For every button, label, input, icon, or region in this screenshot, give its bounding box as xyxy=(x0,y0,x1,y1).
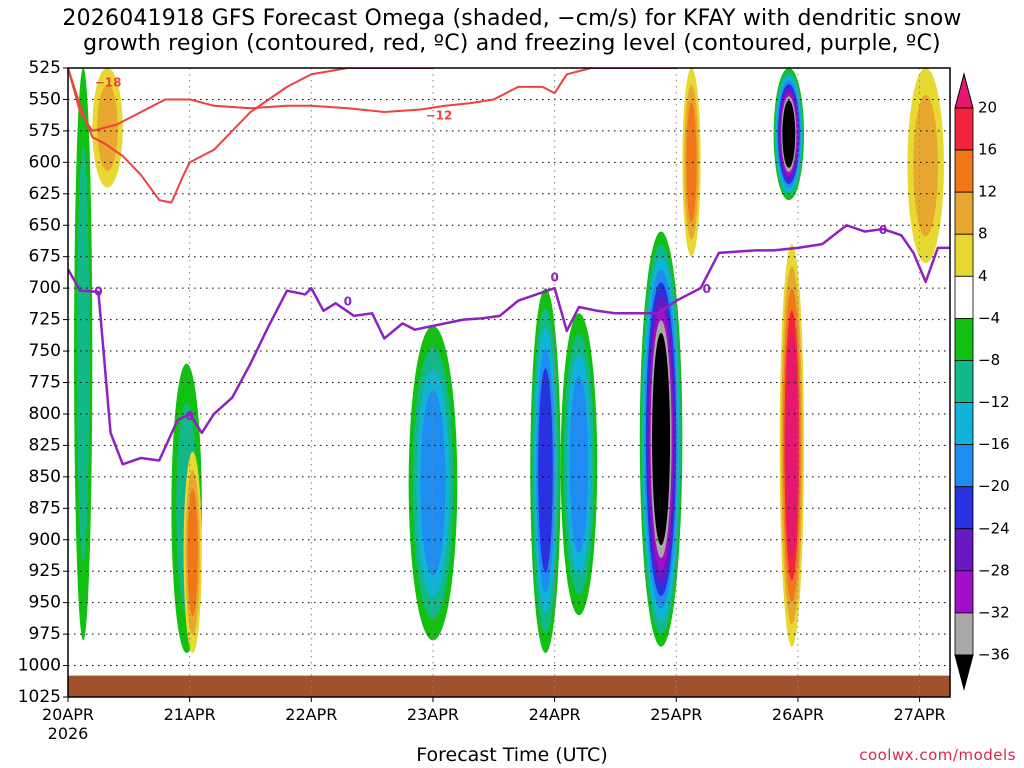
colorbar-label-minus24: −24 xyxy=(978,519,1010,537)
colorbar-label-20: 20 xyxy=(978,99,997,117)
y-tick-label-1025: 1025 xyxy=(18,687,61,707)
y-tick-label-900: 900 xyxy=(29,530,61,550)
omega-shade-0-1 xyxy=(77,146,90,562)
y-tick-label-800: 800 xyxy=(29,404,61,424)
contour-label-1: −12 xyxy=(426,108,453,122)
y-tick-label-925: 925 xyxy=(29,561,61,581)
colorbar-box-11 xyxy=(954,528,974,572)
y-tick-label-650: 650 xyxy=(29,215,61,235)
x-tick-label-27APR: 27APR xyxy=(894,705,946,724)
y-tick-label-525: 525 xyxy=(29,58,61,78)
omega-shade-3-2 xyxy=(187,488,198,617)
y-tick-label-875: 875 xyxy=(29,498,61,518)
colorbar-label-12: 12 xyxy=(978,183,997,201)
contour-label-5: 0 xyxy=(550,271,558,285)
colorbar-box-8 xyxy=(954,402,974,446)
y-tick-label-775: 775 xyxy=(29,373,61,393)
omega-shade-9-8 xyxy=(782,100,796,168)
dgz-minus18-contour xyxy=(68,68,433,204)
x-tick-label-22APR: 22APR xyxy=(285,705,337,724)
colorbar-box-12 xyxy=(954,570,974,614)
grid-lines xyxy=(67,67,950,698)
contour-labels: −18 −12 0 0 0 0 0 0 xyxy=(94,76,887,423)
title-line-1: 2026041918 GFS Forecast Omega (shaded, −… xyxy=(62,6,962,31)
y-tick-label-550: 550 xyxy=(29,89,61,109)
contour-label-3: 0 xyxy=(185,409,193,423)
colorbar-arrow-top xyxy=(954,72,974,109)
contour-label-0: −18 xyxy=(95,76,122,90)
colorbar-box-10 xyxy=(954,486,974,530)
y-tick-label-975: 975 xyxy=(29,624,61,644)
x-tick-label-24APR: 24APR xyxy=(529,705,581,724)
contour-layer xyxy=(68,68,950,466)
x-year-label: 2026 xyxy=(48,724,89,743)
colorbar-label-minus36: −36 xyxy=(978,646,1010,664)
colorbar-box-6 xyxy=(954,317,974,361)
colorbar-label-8: 8 xyxy=(978,225,988,243)
contour-label-7: 0 xyxy=(879,223,887,237)
y-tick-label-750: 750 xyxy=(29,341,61,361)
y-tick-label-725: 725 xyxy=(29,310,61,330)
y-tick-label-600: 600 xyxy=(29,152,61,172)
colorbar: 20 16 12 8 4 −4 −8 −12 −16 −20 −24 −28 −32 −36 xyxy=(954,72,1010,691)
colorbar-label-minus32: −32 xyxy=(978,603,1010,621)
colorbar-box-3 xyxy=(954,191,974,235)
x-tick-label-25APR: 25APR xyxy=(650,705,702,724)
y-tick-label-575: 575 xyxy=(29,121,61,141)
colorbar-label-minus16: −16 xyxy=(978,435,1010,453)
omega-shade-6-3 xyxy=(569,375,589,553)
contour-label-4: 0 xyxy=(344,294,352,308)
colorbar-box-7 xyxy=(954,360,974,403)
omega-shade-5-4 xyxy=(538,368,553,573)
omega-shade-11-1 xyxy=(913,94,938,237)
colorbar-label-minus12: −12 xyxy=(978,393,1010,411)
colorbar-label-minus28: −28 xyxy=(978,561,1010,579)
y-tick-label-625: 625 xyxy=(29,184,61,204)
credit-text: coolwx.com/models xyxy=(859,746,1016,764)
y-tick-label-825: 825 xyxy=(29,435,61,455)
y-tick-label-950: 950 xyxy=(29,593,61,613)
colorbar-box-5 xyxy=(954,275,974,319)
below-ground-fill xyxy=(68,675,950,697)
x-tick-label-20APR: 20APR xyxy=(42,705,94,724)
colorbar-label-minus8: −8 xyxy=(978,351,1000,369)
colorbar-label-minus4: −4 xyxy=(978,309,1000,327)
x-axis-title: Forecast Time (UTC) xyxy=(416,744,608,766)
x-tick-label-21APR: 21APR xyxy=(164,705,216,724)
y-tick-label-700: 700 xyxy=(29,278,61,298)
x-tick-label-26APR: 26APR xyxy=(772,705,824,724)
omega-shade-8-2 xyxy=(686,102,697,223)
colorbar-arrow-bottom xyxy=(954,654,974,691)
y-tick-label-1000: 1000 xyxy=(18,656,61,676)
colorbar-label-4: 4 xyxy=(978,267,988,285)
freezing-level-contour xyxy=(68,224,950,466)
chart-title: 2026041918 GFS Forecast Omega (shaded, −… xyxy=(0,6,1024,56)
colorbar-label-minus20: −20 xyxy=(978,477,1010,495)
omega-shade-7-8 xyxy=(652,333,671,546)
colorbar-box-4 xyxy=(954,233,974,277)
colorbar-label-16: 16 xyxy=(978,141,997,159)
y-axis: 525 550 575 600 625 650 675 700 725 750 775 800 825 8… xyxy=(18,58,68,707)
y-tick-label-850: 850 xyxy=(29,467,61,487)
title-line-2: growth region (contoured, red, ºC) and f… xyxy=(83,31,941,56)
omega-shade-10-4 xyxy=(786,332,798,559)
colorbar-box-13 xyxy=(954,612,974,656)
dgz-minus12-contour xyxy=(68,68,677,132)
colorbar-box-9 xyxy=(954,444,974,488)
x-tick-label-23APR: 23APR xyxy=(407,705,459,724)
y-tick-label-675: 675 xyxy=(29,247,61,267)
contour-label-2: 0 xyxy=(94,284,102,298)
colorbar-box-1 xyxy=(954,107,974,151)
contour-label-6: 0 xyxy=(703,282,711,296)
x-axis: 20APR 21APR 22APR 23APR 24APR 25APR 26APR 27APR… xyxy=(42,697,946,743)
colorbar-box-2 xyxy=(954,149,974,193)
